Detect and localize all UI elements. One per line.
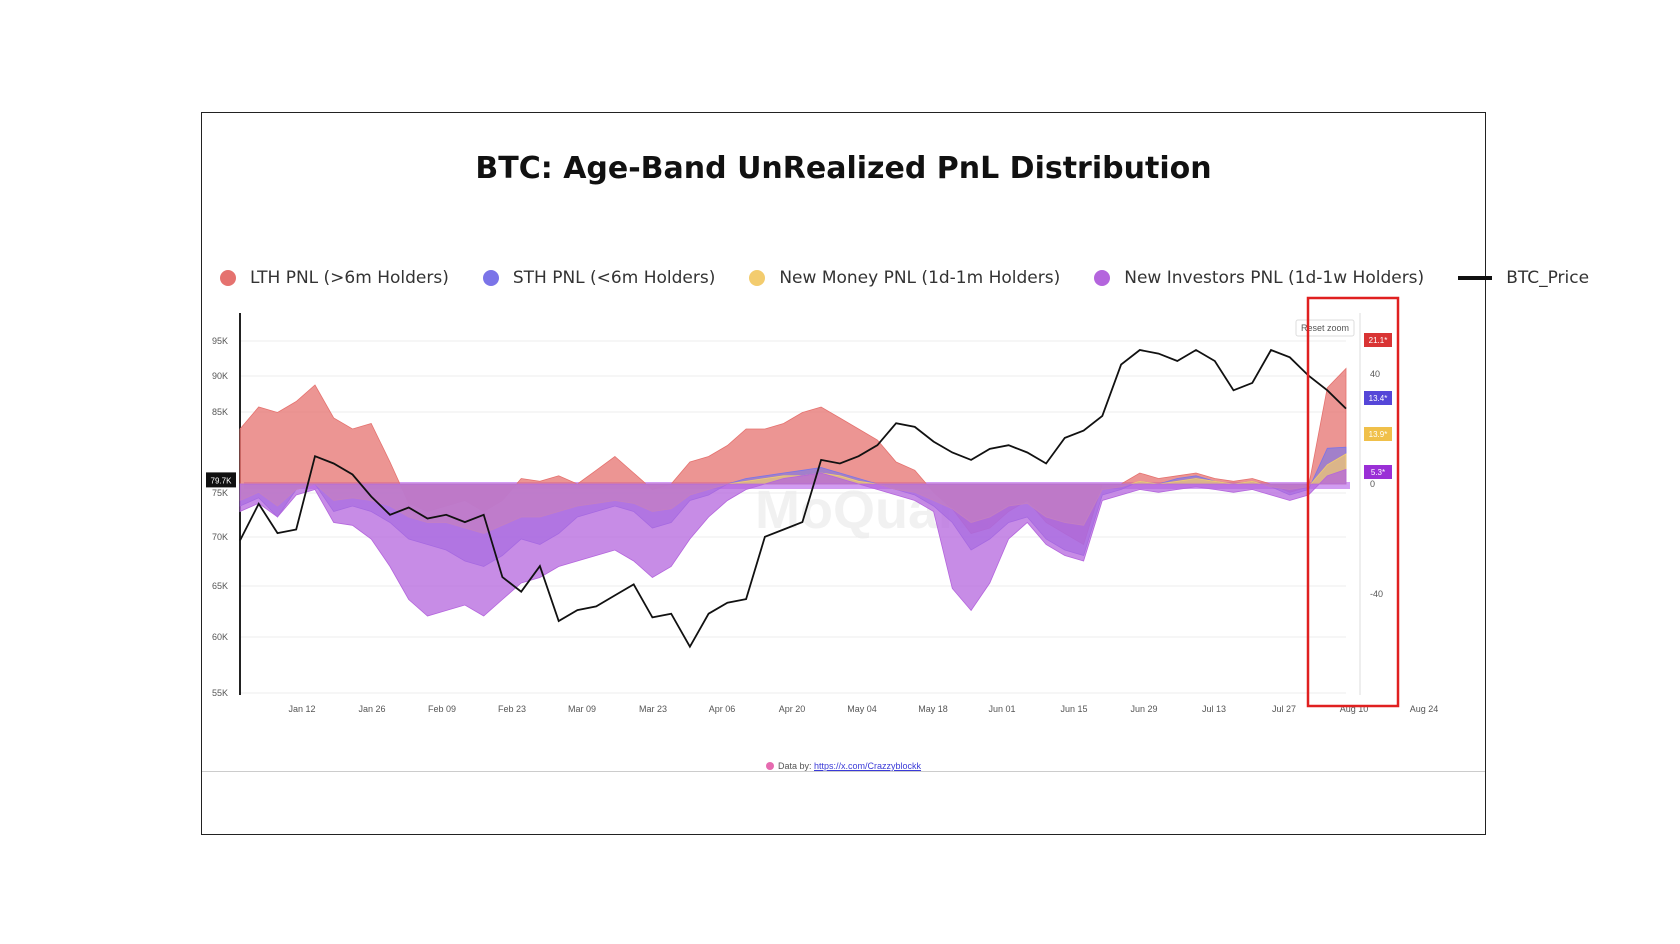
area-series-3: [239, 468, 1347, 617]
current-value-label: 13.4*: [1369, 394, 1388, 403]
y-tick-label: 70K: [212, 532, 228, 542]
credit-prefix: Data by:: [777, 761, 812, 771]
x-tick-label: Jul 13: [1202, 704, 1226, 714]
chart-svg: 95K 90K 85K 75K 70K 65K 60K 55K 79.7K Jan 12 Jan 2…: [206, 296, 1439, 714]
x-tick-label: Mar 23: [639, 704, 667, 714]
legend: LTH PNL (>6m Holders) STH PNL (<6m Holder…: [220, 265, 1589, 291]
legend-item-2[interactable]: New Money PNL (1d-1m Holders): [749, 268, 1060, 288]
y-tick-label: 55K: [212, 688, 228, 698]
x-tick-label: Jul 27: [1272, 704, 1296, 714]
current-value-label: 21.1*: [1369, 336, 1388, 345]
current-value-badge: [1364, 391, 1392, 405]
data-credit: Data by: https://x.com/Crazzyblockk: [202, 761, 1485, 771]
zero-band: [244, 482, 1350, 489]
right-tick-label: 0: [1370, 479, 1375, 489]
price-marker-label: 79.7K: [211, 476, 233, 485]
legend-item-1[interactable]: STH PNL (<6m Holders): [482, 268, 716, 288]
x-tick-label: Feb 23: [498, 704, 526, 714]
legend-item-3[interactable]: New Investors PNL (1d-1w Holders): [1094, 268, 1424, 288]
y-tick-label: 90K: [212, 371, 228, 381]
legend-item-0[interactable]: LTH PNL (>6m Holders): [220, 268, 449, 288]
legend-label: New Investors PNL (1d-1w Holders): [1124, 268, 1425, 288]
x-tick-label: Mar 09: [568, 704, 596, 714]
btc-price-line: [239, 348, 1347, 649]
legend-dot-icon: [1094, 270, 1111, 286]
x-tick-label: Jun 01: [988, 704, 1015, 714]
legend-dot-icon: [749, 270, 766, 286]
x-tick-label: Apr 06: [709, 704, 736, 714]
y-tick-label: 65K: [212, 581, 228, 591]
x-tick-label: May 04: [847, 704, 877, 714]
legend-label: BTC_Price: [1506, 268, 1590, 288]
y-tick-label: 95K: [212, 336, 228, 346]
y-tick-label: 60K: [212, 632, 228, 642]
legend-label: STH PNL (<6m Holders): [512, 268, 716, 288]
x-tick-label: Feb 09: [428, 704, 456, 714]
x-tick-label: Apr 20: [779, 704, 806, 714]
legend-label: New Money PNL (1d-1m Holders): [779, 268, 1061, 288]
credit-icon: [765, 762, 774, 770]
price-marker-badge: [206, 472, 236, 488]
x-tick-label: Aug 24: [1410, 704, 1439, 714]
reset-zoom-label[interactable]: Reset zoom: [1301, 323, 1349, 333]
credit-link[interactable]: https://x.com/Crazzyblockk: [814, 761, 922, 771]
legend-item-4[interactable]: BTC_Price: [1458, 268, 1589, 288]
current-value-badge: [1364, 465, 1392, 479]
legend-line-icon: [1458, 276, 1493, 280]
right-tick-label: 40: [1370, 369, 1380, 379]
current-value-label: 13.9*: [1369, 430, 1388, 439]
chart-frame: BTC: Age-Band UnRealized PnL Distributio…: [201, 112, 1589, 835]
right-tick-label: -40: [1370, 589, 1383, 599]
y-tick-label: 85K: [212, 407, 228, 417]
legend-label: LTH PNL (>6m Holders): [250, 268, 449, 288]
x-tick-label: Aug 10: [1340, 704, 1369, 714]
footer-divider: [202, 771, 1485, 772]
legend-dot-icon: [220, 270, 236, 286]
highlight-box: [1306, 296, 1400, 708]
current-value-badge: [1364, 333, 1392, 347]
current-value-label: 5.3*: [1371, 468, 1385, 477]
x-tick-label: May 18: [918, 704, 948, 714]
chart-title: BTC: Age-Band UnRealized PnL Distributio…: [475, 151, 1212, 186]
x-tick-label: Jan 26: [358, 704, 385, 714]
current-value-badge: [1364, 427, 1392, 441]
x-tick-label: Jun 15: [1060, 704, 1087, 714]
legend-dot-icon: [482, 270, 499, 286]
y-tick-label: 75K: [212, 488, 228, 498]
x-tick-label: Jan 12: [288, 704, 315, 714]
reset-zoom-button: [1295, 319, 1355, 337]
x-tick-label: Jun 29: [1130, 704, 1157, 714]
